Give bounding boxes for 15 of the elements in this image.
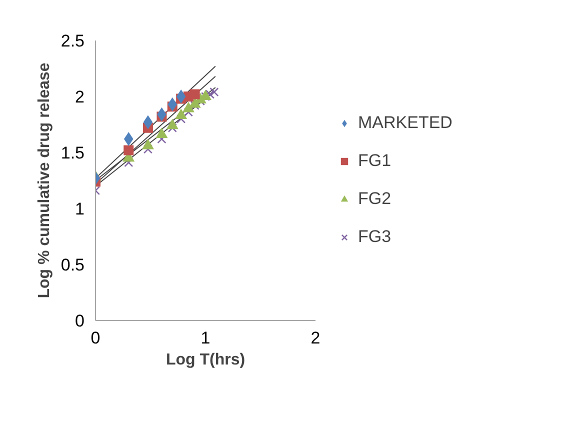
y-tick-label: 0 <box>75 312 85 330</box>
y-tick-label: 1 <box>75 200 85 218</box>
legend-label: FG2 <box>358 189 392 209</box>
x-tick-label: 2 <box>310 328 320 348</box>
y-tick-label: 0.5 <box>60 256 85 274</box>
legend-label: FG3 <box>358 227 392 247</box>
legend-label: MARKETED <box>358 113 452 133</box>
y-axis-title: Log % cumulative drug release <box>36 62 53 298</box>
y-tick-label: 2 <box>75 88 85 106</box>
x-tick-label: 0 <box>90 328 100 348</box>
legend-label: FG1 <box>358 151 392 171</box>
x-axis-title: Log T(hrs) <box>166 352 246 368</box>
x-tick-label: 1 <box>200 328 210 348</box>
y-tick-label: 1.5 <box>60 144 85 162</box>
y-tick-label: 2.5 <box>60 32 85 50</box>
